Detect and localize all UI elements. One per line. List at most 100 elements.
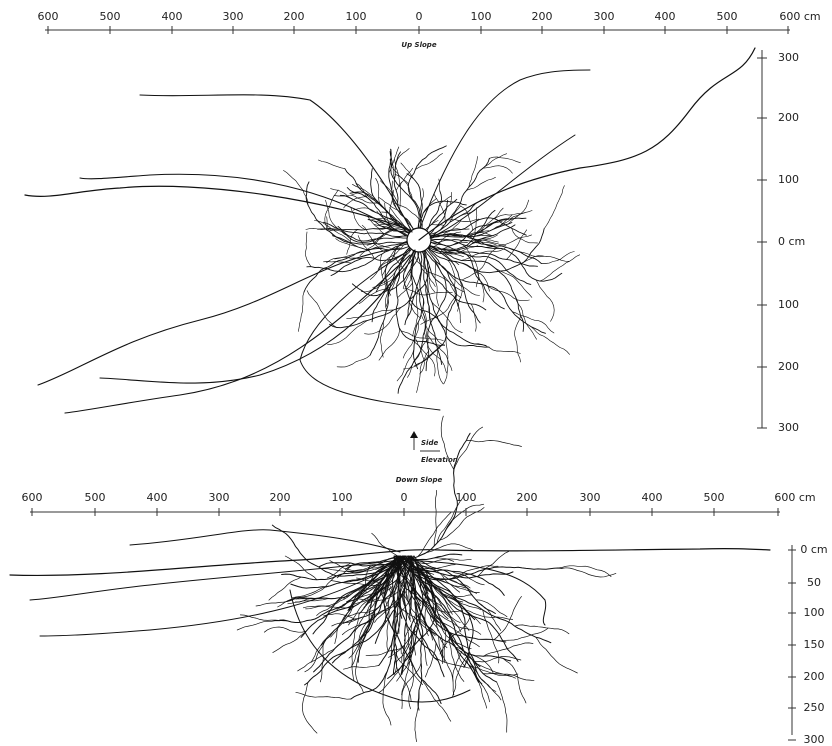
- y-tick-label: 100: [778, 173, 799, 186]
- fine-root: [536, 280, 554, 322]
- y-tick-label: 200: [804, 670, 825, 683]
- fine-root: [435, 263, 439, 306]
- fine-root: [387, 619, 389, 651]
- fine-root: [524, 256, 570, 263]
- fine-root: [540, 255, 580, 281]
- fine-root: [440, 618, 472, 649]
- fine-root: [318, 160, 345, 169]
- root-figure: 6005004003002001000100200300400500600 cm…: [0, 0, 832, 746]
- fine-root: [306, 232, 311, 267]
- x-tick-label: 500: [85, 491, 106, 504]
- lateral-root: [419, 48, 755, 240]
- fine-root: [397, 345, 414, 381]
- fine-root: [544, 186, 564, 229]
- y-tick-label: 300: [778, 51, 799, 64]
- fine-root: [483, 673, 534, 680]
- fine-root: [515, 316, 521, 362]
- lateral-root: [300, 250, 440, 410]
- x-tick-label: 600 cm: [779, 10, 820, 23]
- fine-root: [415, 153, 442, 169]
- fine-root: [510, 200, 529, 219]
- x-tick-label: 0: [401, 491, 408, 504]
- y-tick-label: 200: [778, 360, 799, 373]
- fine-root: [453, 597, 482, 610]
- x-tick-label: 400: [162, 10, 183, 23]
- x-tick-label: 500: [717, 10, 738, 23]
- fine-root: [454, 427, 483, 473]
- elevation-label: Elevation: [421, 456, 458, 464]
- x-tick-label: 500: [704, 491, 725, 504]
- y-tick-label: 200: [778, 111, 799, 124]
- fine-root: [453, 652, 469, 696]
- x-tick-label: 0: [416, 10, 423, 23]
- y-tick-label: 0 cm: [778, 235, 805, 248]
- fine-root: [558, 566, 611, 577]
- fine-root: [383, 671, 391, 725]
- fine-root: [379, 323, 399, 360]
- y-tick-label: 0 cm: [800, 543, 827, 556]
- fine-root: [467, 177, 496, 190]
- lateral-root: [130, 530, 400, 552]
- x-tick-label: 200: [532, 10, 553, 23]
- fine-root: [434, 490, 436, 546]
- fine-root: [562, 568, 616, 577]
- fine-root: [476, 667, 518, 676]
- lateral-root: [140, 95, 412, 232]
- fine-root: [428, 335, 452, 370]
- lateral-root: [100, 250, 415, 383]
- fine-root: [422, 679, 451, 722]
- up-slope-label: Up Slope: [401, 41, 436, 49]
- x-tick-label: 300: [580, 491, 601, 504]
- x-tick-label: 600 cm: [774, 491, 815, 504]
- fine-root: [444, 337, 448, 384]
- fine-root: [298, 292, 304, 331]
- fine-root: [327, 217, 337, 237]
- fine-root: [541, 252, 574, 264]
- fine-root: [428, 248, 524, 331]
- fine-root: [302, 683, 317, 734]
- x-tick-label: 200: [517, 491, 538, 504]
- x-tick-label: 400: [655, 10, 676, 23]
- x-tick-label: 400: [642, 491, 663, 504]
- fine-root: [343, 666, 378, 670]
- fine-root: [515, 625, 569, 634]
- fine-root: [352, 630, 356, 682]
- fine-root: [481, 208, 503, 231]
- fine-root: [508, 211, 532, 225]
- fine-root: [512, 312, 554, 333]
- x-tick-label: 300: [594, 10, 615, 23]
- fine-root: [470, 663, 486, 708]
- y-tick-label: 150: [804, 638, 825, 651]
- y-tick-label: 250: [804, 701, 825, 714]
- fine-root: [474, 344, 520, 354]
- arrow-head: [410, 431, 418, 438]
- fine-root: [264, 627, 306, 632]
- x-tick-label: 500: [100, 10, 121, 23]
- x-tick-label: 100: [346, 10, 367, 23]
- y-tick-label: 300: [778, 421, 799, 434]
- fine-root: [531, 327, 570, 355]
- x-tick-label: 100: [471, 10, 492, 23]
- fine-root: [462, 244, 479, 286]
- fine-root: [437, 349, 443, 384]
- x-tick-label: 100: [332, 491, 353, 504]
- fine-root: [429, 266, 435, 292]
- fine-root: [451, 192, 452, 204]
- fine-root: [335, 606, 355, 644]
- side-label: Side: [421, 439, 438, 447]
- y-tick-label: 100: [778, 298, 799, 311]
- fine-root: [428, 248, 546, 333]
- fine-root: [408, 146, 446, 229]
- fine-root: [478, 552, 509, 577]
- x-tick-label: 300: [223, 10, 244, 23]
- root-drawing: [10, 48, 770, 742]
- fine-root: [442, 221, 461, 236]
- lateral-root: [38, 248, 400, 385]
- surface-line: [10, 549, 770, 576]
- x-tick-label: 300: [209, 491, 230, 504]
- lateral-root: [420, 70, 590, 228]
- x-tick-label: 600: [22, 491, 43, 504]
- lateral-root: [430, 135, 575, 238]
- y-tick-label: 50: [807, 576, 821, 589]
- fine-root: [497, 682, 507, 732]
